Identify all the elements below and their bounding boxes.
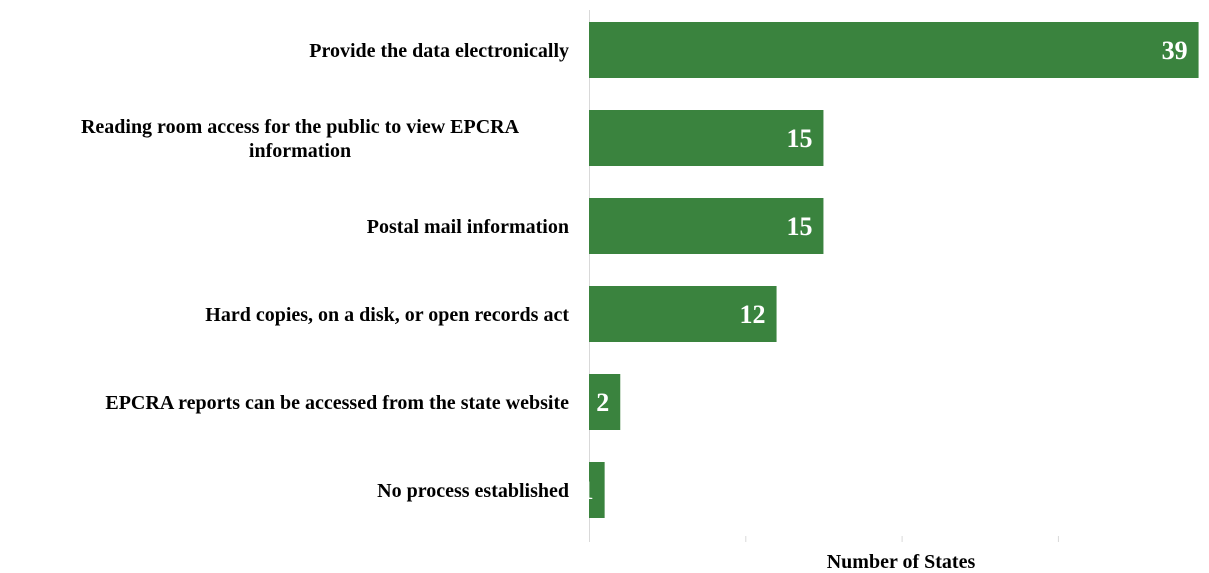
category-label: Postal mail information bbox=[367, 216, 569, 238]
x-axis-ticks bbox=[589, 536, 1059, 542]
category-label: No process established bbox=[377, 480, 569, 502]
category-label-line: Postal mail information bbox=[367, 216, 569, 238]
category-label: EPCRA reports can be accessed from the s… bbox=[105, 392, 569, 414]
bar-value-label: 39 bbox=[1162, 36, 1188, 65]
category-labels: Provide the data electronically Reading r… bbox=[81, 40, 569, 502]
bar-value-label: 2 bbox=[596, 388, 609, 417]
bar bbox=[589, 462, 605, 518]
category-label-line: information bbox=[249, 140, 351, 162]
bar bbox=[589, 22, 1199, 78]
bar bbox=[589, 286, 777, 342]
category-label-line: EPCRA reports can be accessed from the s… bbox=[105, 392, 569, 414]
category-label: Hard copies, on a disk, or open records … bbox=[205, 304, 569, 326]
bar-value-label: 1 bbox=[581, 476, 594, 505]
bar bbox=[589, 110, 824, 166]
bar-value-label: 15 bbox=[786, 212, 812, 241]
bar-value-label: 12 bbox=[740, 300, 766, 329]
bar bbox=[589, 198, 824, 254]
category-label-line: Provide the data electronically bbox=[309, 40, 569, 62]
category-label-line: Hard copies, on a disk, or open records … bbox=[205, 304, 569, 326]
category-label-line: No process established bbox=[377, 480, 569, 502]
bar-value-label: 15 bbox=[786, 124, 812, 153]
category-label: Reading room access for the public to vi… bbox=[81, 116, 520, 162]
category-label-line: Reading room access for the public to vi… bbox=[81, 116, 520, 138]
category-label: Provide the data electronically bbox=[309, 40, 569, 62]
bar bbox=[589, 374, 621, 430]
bars: 39 15 15 12 2 1 bbox=[581, 22, 1199, 518]
x-axis-title: Number of States bbox=[827, 551, 976, 573]
